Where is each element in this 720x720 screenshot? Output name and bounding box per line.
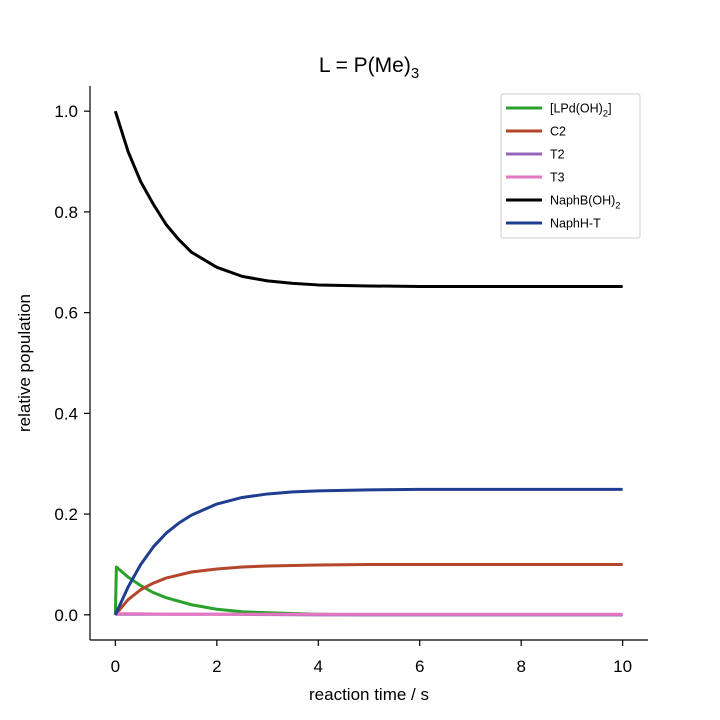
x-tick-label: 6 bbox=[415, 657, 424, 676]
series-line-t3 bbox=[115, 612, 623, 616]
series-line-c2 bbox=[114, 562, 623, 616]
y-ticks: 0.0 0.2 0.4 0.6 0.8 1.0 bbox=[54, 102, 90, 625]
x-tick-label: 4 bbox=[314, 657, 323, 676]
legend-entry: NaphB(OH)2 bbox=[550, 194, 621, 212]
y-tick-label: 0.0 bbox=[54, 606, 78, 625]
legend-entry: NaphH-T bbox=[550, 217, 601, 231]
y-tick-label: 0.2 bbox=[54, 505, 78, 524]
legend-entry: C2 bbox=[550, 125, 566, 139]
series-line-lpd-oh bbox=[113, 565, 623, 617]
y-tick-label: 1.0 bbox=[54, 102, 78, 121]
x-axis-label: reaction time / s bbox=[309, 685, 429, 704]
x-ticks: 0 2 4 6 8 10 bbox=[111, 640, 632, 676]
y-tick-label: 0.8 bbox=[54, 203, 78, 222]
y-tick-label: 0.6 bbox=[54, 304, 78, 323]
x-tick-label: 2 bbox=[212, 657, 221, 676]
chart-title-main: L = P(Me) bbox=[319, 54, 411, 77]
y-tick-label: 0.4 bbox=[54, 404, 78, 423]
legend-entry: [LPd(OH)2] bbox=[550, 102, 612, 120]
legend-entry: T3 bbox=[550, 171, 565, 185]
series-line-naphb-oh bbox=[113, 110, 623, 288]
chart-title-subscript: 3 bbox=[411, 65, 419, 82]
y-axis-label: relative population bbox=[15, 294, 34, 432]
chart-title: L = P(Me)3 bbox=[319, 54, 419, 82]
legend: [LPd(OH)2] C2 T2 T3 NaphB(OH)2 NaphH-T bbox=[500, 93, 641, 239]
plot-area bbox=[113, 110, 623, 617]
x-tick-label: 0 bbox=[111, 657, 120, 676]
x-tick-label: 8 bbox=[516, 657, 525, 676]
x-tick-label: 10 bbox=[613, 657, 632, 676]
legend-entry: T2 bbox=[550, 148, 565, 162]
series-line-naphh-t bbox=[113, 487, 623, 616]
